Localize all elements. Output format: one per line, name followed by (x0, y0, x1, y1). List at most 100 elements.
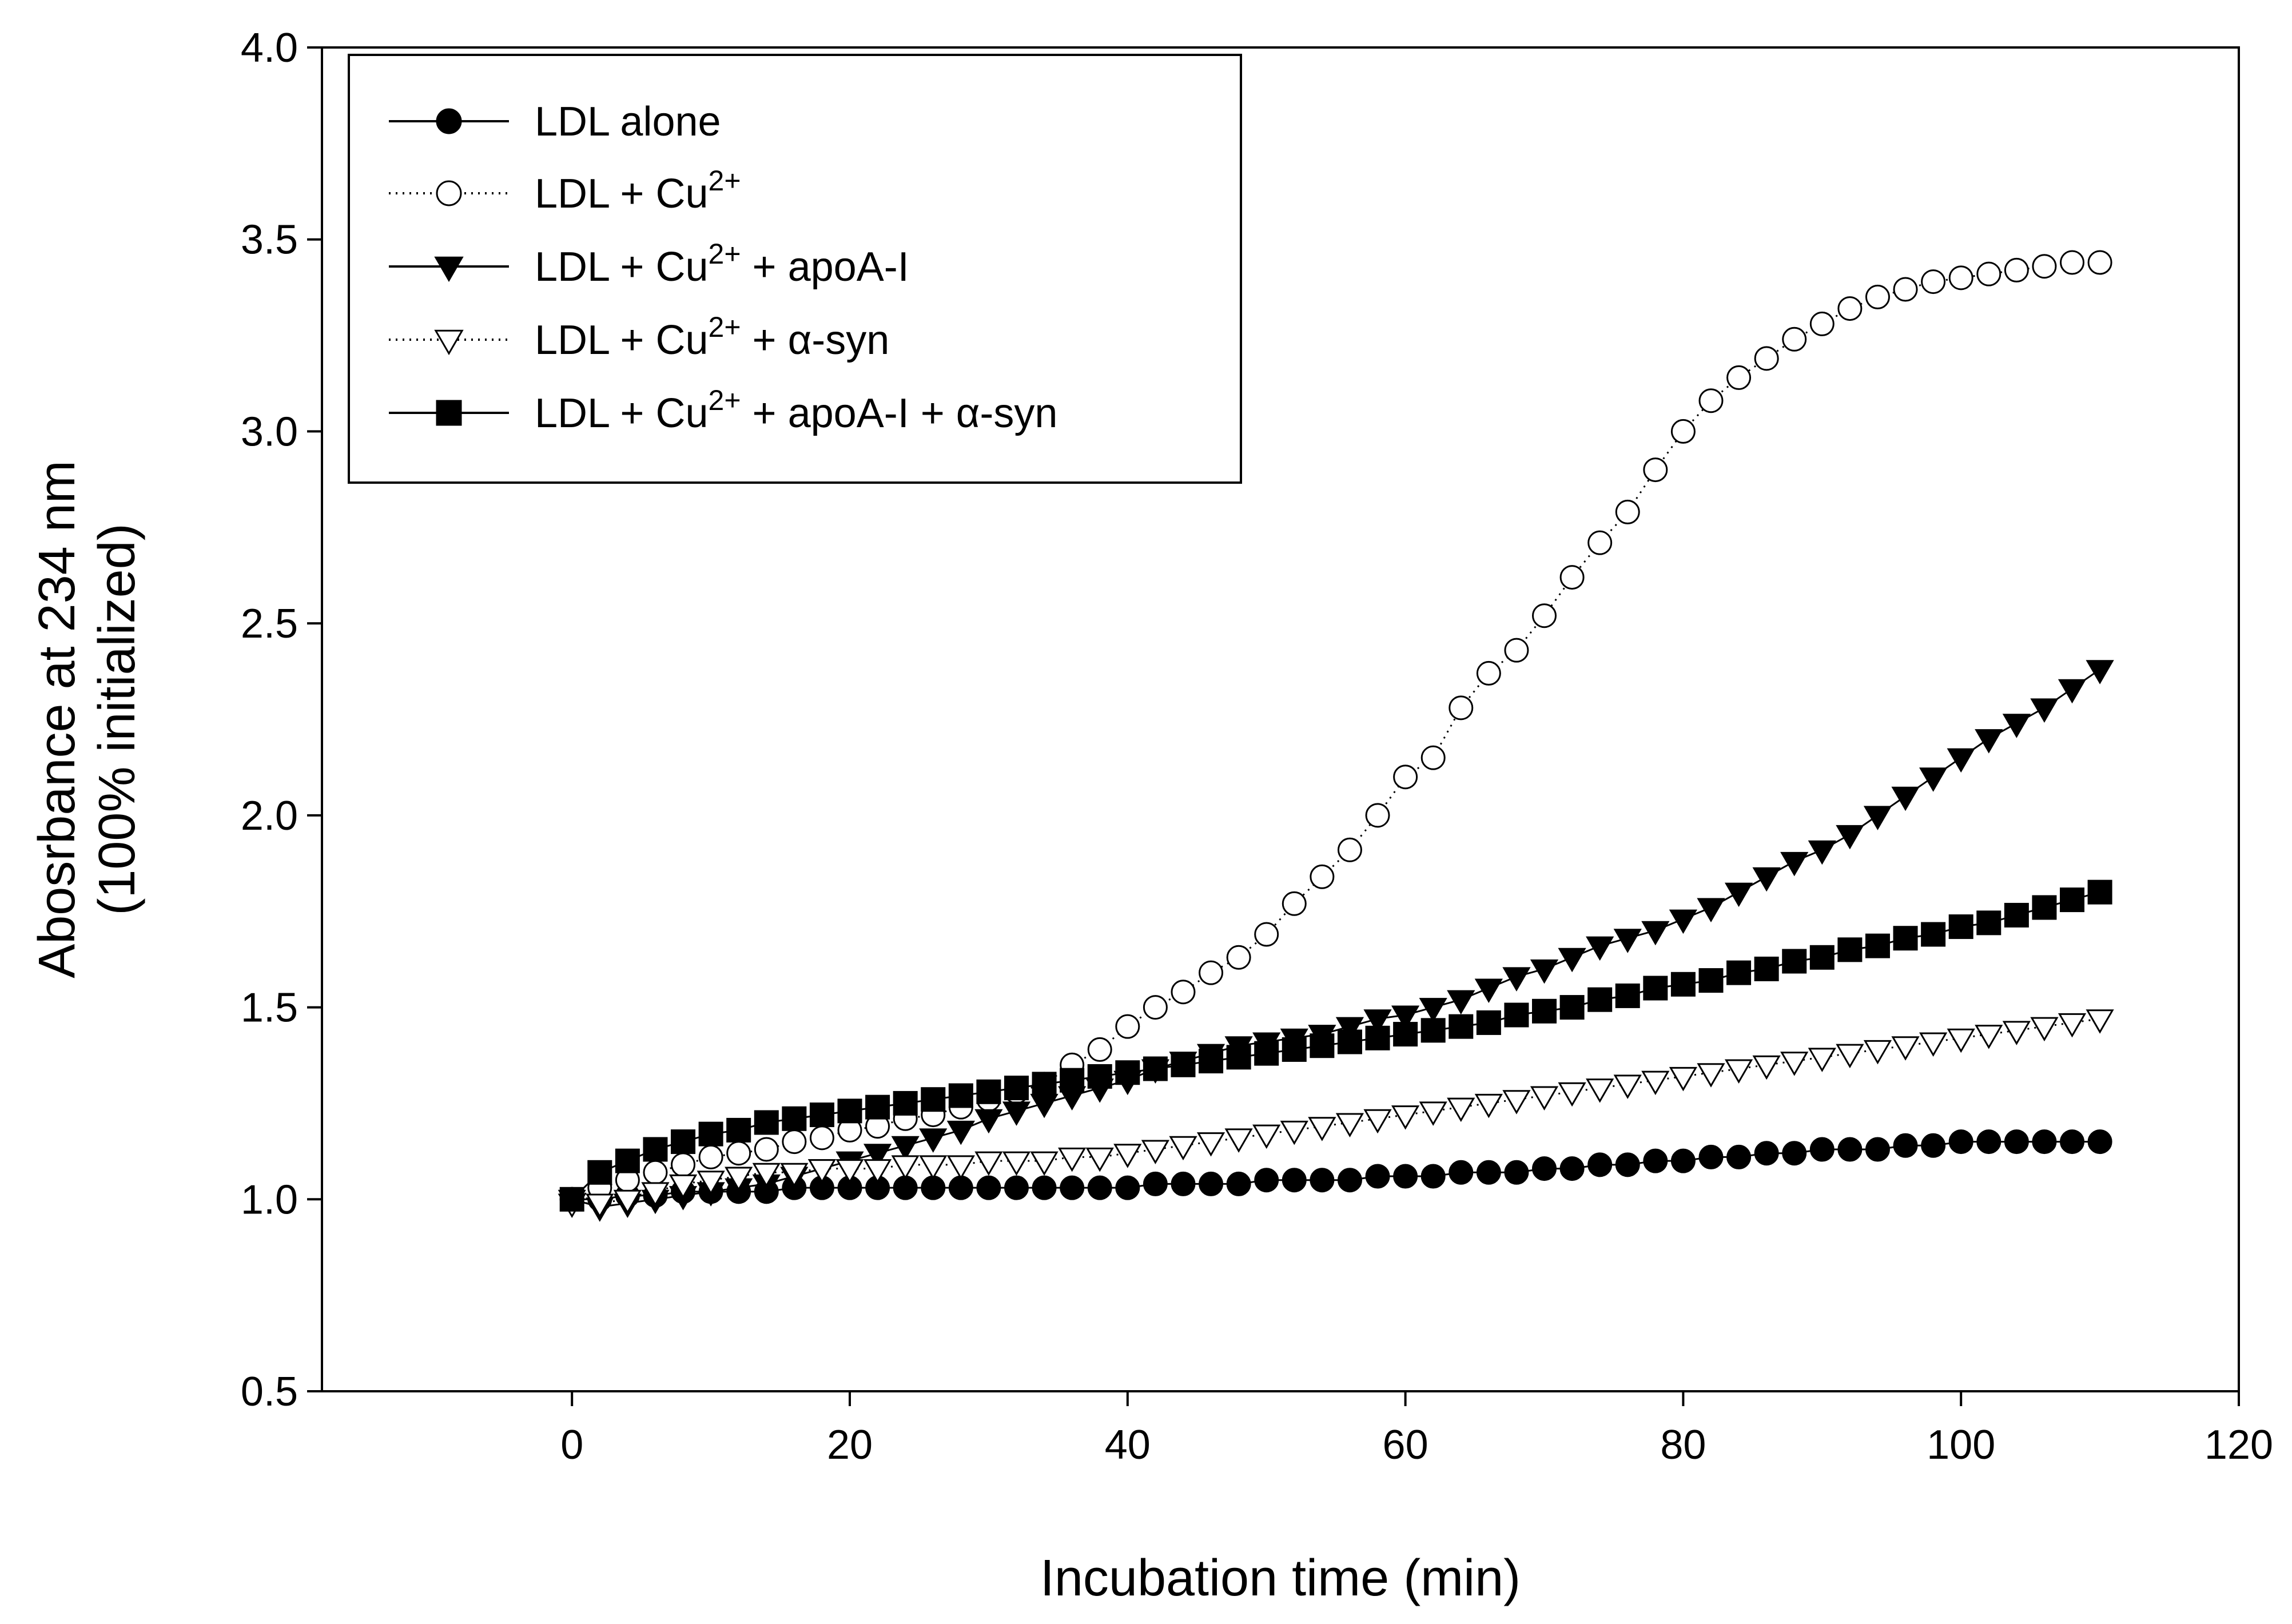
data-point (1613, 1074, 1642, 1099)
x-tick-label: 60 (1383, 1422, 1428, 1468)
data-point (1365, 803, 1390, 828)
data-point (1893, 1133, 1918, 1158)
data-point (1391, 1105, 1420, 1130)
data-point (1891, 786, 1920, 811)
data-point (1365, 1164, 1390, 1189)
data-point (2087, 1129, 2112, 1155)
data-point (1586, 936, 1614, 961)
data-point (1948, 914, 1973, 940)
data-point (697, 1171, 725, 1195)
data-point (643, 1160, 668, 1185)
data-point (1447, 990, 1475, 1015)
data-point (1254, 1168, 1279, 1193)
data-point (1893, 277, 1918, 302)
data-point (2002, 1021, 2031, 1045)
data-point (2004, 1129, 2029, 1155)
data-point (1363, 1109, 1392, 1134)
data-point (893, 1090, 918, 1116)
data-point (1976, 261, 2001, 286)
data-point (1697, 1063, 1725, 1088)
legend-label-rest: + apoA-I (741, 244, 909, 290)
data-point (1863, 1040, 1892, 1065)
data-point (1143, 1056, 1168, 1081)
data-point (919, 1155, 948, 1180)
data-point (1975, 1025, 2003, 1049)
data-point (2030, 1017, 2059, 1042)
data-point (809, 1102, 834, 1128)
x-axis: 0 20 40 60 80 100 120 (560, 1391, 2273, 1468)
legend-label: LDL + Cu2+ + apoA-I + α-syn (535, 384, 1057, 436)
data-point (1393, 765, 1418, 790)
y-tick-label: 1.5 (241, 985, 298, 1031)
data-point (1504, 1002, 1529, 1028)
data-point (1337, 1168, 1362, 1193)
legend-label-superscript: 2+ (709, 384, 741, 416)
data-point (1310, 864, 1335, 889)
data-point (1254, 1041, 1279, 1066)
data-point (1060, 1068, 1085, 1093)
data-point (1282, 1037, 1307, 1062)
data-point (1559, 995, 1585, 1020)
data-point (1419, 998, 1447, 1022)
data-point (976, 1079, 1001, 1104)
data-point (1115, 1060, 1140, 1085)
data-point (1809, 311, 1835, 336)
data-point (1698, 1144, 1724, 1169)
data-point (1335, 1113, 1364, 1137)
legend-label-superscript: 2+ (709, 238, 741, 270)
data-point (1641, 921, 1670, 946)
data-point (586, 1193, 614, 1218)
data-point (1449, 1014, 1474, 1039)
data-point (1060, 1175, 1085, 1200)
y-tick-label: 3.5 (241, 217, 298, 263)
data-point (1171, 980, 1196, 1005)
data-point (1669, 909, 1698, 934)
data-point (1726, 1144, 1752, 1169)
data-point (1363, 1009, 1392, 1034)
data-point (1726, 365, 1752, 390)
data-point (1532, 603, 1557, 628)
data-point (1282, 1168, 1307, 1193)
plot-frame (321, 46, 2240, 1392)
data-point (2087, 879, 2112, 905)
data-point (782, 1106, 807, 1131)
data-point (1865, 933, 1890, 958)
data-point (782, 1129, 807, 1155)
data-point (1643, 1148, 1668, 1173)
data-point (615, 1148, 640, 1173)
data-point (2002, 714, 2031, 738)
data-point (1199, 1049, 1224, 1074)
data-point (1032, 1072, 1057, 1097)
data-point (891, 1155, 920, 1180)
legend-marker (434, 329, 464, 356)
data-point (1171, 1052, 1196, 1077)
data-point (1532, 1156, 1557, 1181)
data-point (2087, 250, 2112, 275)
data-point (1310, 1033, 1335, 1058)
data-point (1282, 891, 1307, 916)
data-point (1087, 1037, 1112, 1062)
data-point (1698, 968, 1724, 993)
data-point (921, 1087, 946, 1112)
data-point (1087, 1175, 1112, 1200)
data-point (671, 1152, 696, 1177)
data-point (921, 1175, 946, 1200)
data-point (1143, 1171, 1168, 1196)
data-point (1171, 1171, 1196, 1196)
legend-marker (434, 256, 464, 282)
data-point (1752, 867, 1781, 892)
legend-label: LDL alone (535, 99, 721, 145)
data-point (807, 1159, 837, 1184)
data-point (1115, 1014, 1140, 1039)
data-point (1476, 660, 1501, 686)
data-point (2058, 679, 2087, 704)
data-point (1393, 1022, 1418, 1047)
data-point (1891, 1036, 1920, 1061)
data-point (1754, 1141, 1779, 1166)
data-point (1782, 949, 1807, 974)
data-point (1808, 1048, 1836, 1072)
data-point (1865, 1137, 1890, 1162)
